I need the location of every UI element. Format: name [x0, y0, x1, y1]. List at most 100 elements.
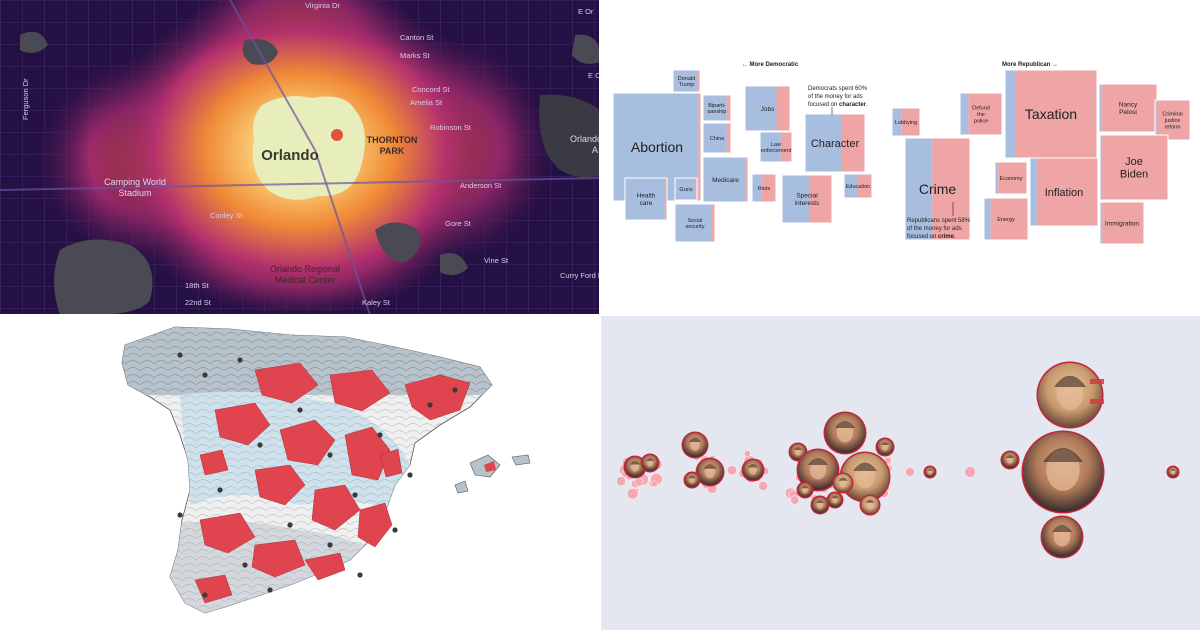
treemap-tile-label: Criminal [1162, 112, 1182, 118]
candidate-photo [875, 437, 895, 457]
candidate-bubble [790, 495, 800, 505]
candidate-bubble [965, 467, 975, 477]
treemap-tile-label: Riots [758, 186, 771, 192]
candidate-photo [839, 451, 891, 503]
candidate-photo [1021, 430, 1105, 514]
district-label: PARK [380, 146, 405, 156]
street-label: Amelia St [410, 98, 443, 107]
balearic-islands [454, 454, 531, 494]
candidate-photo [683, 471, 701, 489]
dark-marker [202, 592, 208, 598]
header-republican: More Republican → [1002, 62, 1058, 68]
treemap-tile-label: the [977, 112, 985, 118]
treemap-tile-label: China [710, 136, 725, 142]
treemap-tile-label: security [686, 224, 705, 230]
treemap-tile-label: Economy [1000, 176, 1023, 182]
candidate-bubble [634, 477, 644, 487]
lake-shape [20, 31, 48, 54]
treemap-tile-label: Nancy [1119, 102, 1138, 109]
candidate-photo [623, 455, 647, 479]
treemap-tile-label: care [640, 200, 653, 207]
treemap-tile-label: sanship [708, 109, 727, 115]
candidate-bubble [744, 450, 751, 458]
treemap-tile-label: Crime [919, 181, 957, 197]
panel-divider [0, 314, 1200, 316]
highlighted-region [214, 402, 271, 446]
treemap-tile-label: Taxation [1025, 106, 1077, 122]
candidate-photo [826, 491, 844, 509]
annotation-democrats: focused on character. [808, 102, 868, 108]
treemap-tile-label: Abortion [631, 139, 683, 155]
treemap-tile-label: Law [771, 142, 781, 148]
candidate-photo [1000, 450, 1020, 470]
treemap-tile: Lobbying [891, 107, 921, 137]
candidate-photo [923, 465, 937, 479]
lake-shape [539, 94, 600, 178]
stadium-label: Camping World [104, 177, 166, 187]
treemap-tile-label: enforcement [761, 148, 792, 154]
candidate-photo [640, 453, 660, 473]
lake-shape [54, 239, 153, 315]
lake-shape [440, 253, 468, 276]
treemap-tile: Taxation [1004, 69, 1098, 159]
treemap-tile-label: Education [846, 184, 870, 190]
treemap-tile-label: police [974, 118, 988, 124]
candidate-photo [1040, 515, 1084, 559]
candidates-bubble-panel [600, 315, 1200, 630]
highlighted-region [251, 539, 306, 578]
dark-marker [177, 352, 183, 358]
treemap-tile: Biparti-sanship [702, 94, 732, 122]
treemap-tile-label: Character [811, 138, 860, 150]
candidates-bubble-chart [600, 315, 1200, 630]
treemap-tile: Jobs [744, 85, 791, 132]
treemap-tile: Inflation [1029, 157, 1099, 227]
treemap-tile-label: Energy [997, 217, 1015, 223]
street-label: Gore St [445, 219, 472, 228]
flag-stripes [1090, 379, 1104, 404]
highlighted-region [199, 512, 256, 554]
dark-marker [327, 452, 333, 458]
highlighted-region [404, 374, 471, 421]
treemap-tile-label: Joe [1125, 156, 1143, 168]
treemap-tile: Immigration [1099, 201, 1145, 245]
treemap-tile-label: interests [795, 200, 820, 207]
treemap-tile-label: justice [1164, 118, 1181, 124]
candidate-photo [859, 494, 881, 516]
header-democratic: ← More Democratic [742, 62, 799, 68]
treemap-tile-label: reform [1165, 124, 1181, 130]
street-label: E Or [578, 7, 594, 16]
candidate-photo [823, 411, 867, 455]
candidate-photo [681, 431, 709, 459]
ad-topics-treemap: ← More Democratic More Republican → Abor… [612, 62, 1191, 245]
treemap-tile-label: Jobs [761, 106, 775, 113]
annotation-republicans: of the money for ads [907, 226, 962, 232]
treemap-tile: Economy [994, 161, 1028, 195]
candidate-photo [832, 472, 854, 494]
annotation-republicans: Republicans spent 58% [907, 218, 971, 224]
street-label: Virginia Dr [305, 1, 340, 10]
highlighted-region [199, 449, 229, 476]
treemap-tile: Energy [983, 197, 1029, 241]
dark-marker [287, 522, 293, 528]
candidate-bubble [616, 476, 626, 486]
candidate-photo [1166, 465, 1180, 479]
treemap-tile: Medicare [702, 156, 749, 203]
street-label: 22nd St [185, 298, 212, 307]
medical-center-label: Medical Center [275, 275, 336, 285]
dark-marker [237, 357, 243, 363]
street-label: Ferguson Dr [21, 78, 30, 120]
dark-marker [377, 432, 383, 438]
treemap-tile-label: Trump [679, 82, 695, 88]
medical-center-label: Orlando Regional [270, 264, 340, 274]
dark-marker [357, 572, 363, 578]
orlando-heatmap-panel: Orlando THORNTON PARK Camping World Stad… [0, 0, 600, 315]
treemap-tile-label: Biparti- [708, 103, 726, 109]
